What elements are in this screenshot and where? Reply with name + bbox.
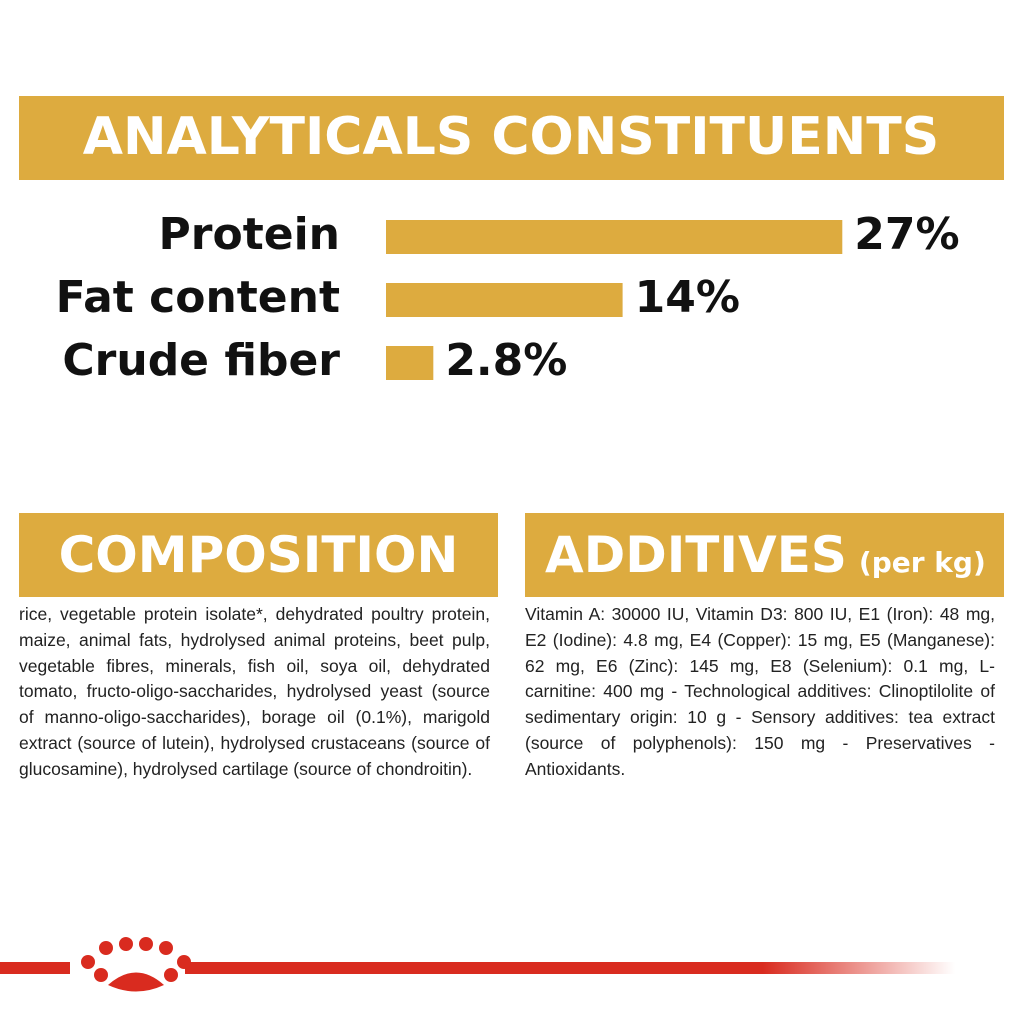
logo: [81, 937, 191, 992]
chart-title: ANALYTICALS CONSTITUENTS: [83, 107, 939, 167]
category-label: Crude fiber: [62, 335, 340, 386]
composition-text: rice, vegetable protein isolate*, dehydr…: [19, 604, 490, 779]
footer-line: [0, 962, 70, 974]
additives-text: Vitamin A: 30000 IU, Vitamin D3: 800 IU,…: [525, 604, 995, 779]
bar: [386, 283, 623, 317]
value-label: 27%: [854, 209, 959, 260]
additives-header: ADDITIVES (per kg): [525, 513, 1004, 597]
additives-title: ADDITIVES: [545, 526, 847, 584]
composition-title: COMPOSITION: [58, 526, 459, 584]
value-label: 14%: [635, 272, 740, 323]
title-band: [19, 96, 1004, 180]
category-label: Fat content: [56, 272, 340, 323]
bar: [386, 346, 434, 380]
composition-header: COMPOSITION: [19, 513, 498, 597]
additives-subtitle: (per kg): [858, 545, 986, 579]
footer-line: [185, 962, 955, 974]
bar: [386, 220, 843, 254]
value-label: 2.8%: [445, 335, 567, 386]
category-label: Protein: [159, 209, 340, 260]
